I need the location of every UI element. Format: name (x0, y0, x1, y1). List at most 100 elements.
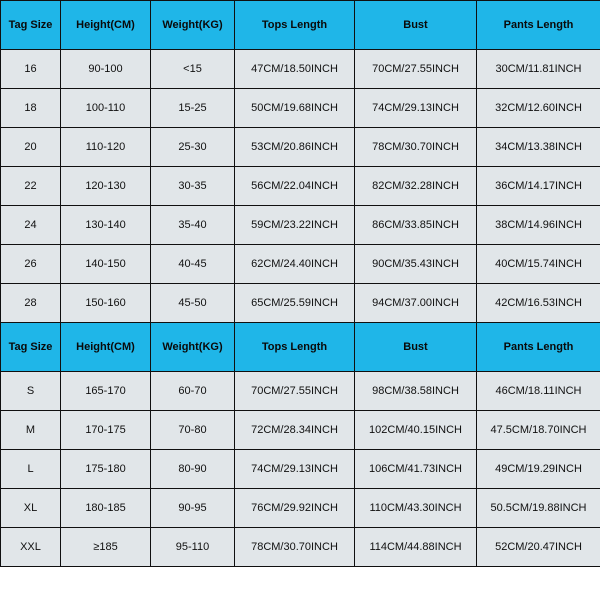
cell-height: 110-120 (61, 128, 151, 167)
cell-height: 165-170 (61, 372, 151, 411)
cell-height: 150-160 (61, 284, 151, 323)
col-weight: Weight(KG) (151, 323, 235, 372)
col-tag-size: Tag Size (1, 1, 61, 50)
cell-height: ≥185 (61, 528, 151, 567)
col-pants-length: Pants Length (477, 323, 600, 372)
col-tops-length: Tops Length (235, 1, 355, 50)
cell-tops: 50CM/19.68INCH (235, 89, 355, 128)
col-bust: Bust (355, 323, 477, 372)
table-row: XXL ≥185 95-110 78CM/30.70INCH 114CM/44.… (1, 528, 600, 567)
header-row: Tag Size Height(CM) Weight(KG) Tops Leng… (1, 323, 600, 372)
cell-tag: XXL (1, 528, 61, 567)
cell-tag: 18 (1, 89, 61, 128)
cell-weight: 95-110 (151, 528, 235, 567)
table-row: 24 130-140 35-40 59CM/23.22INCH 86CM/33.… (1, 206, 600, 245)
cell-bust: 102CM/40.15INCH (355, 411, 477, 450)
col-tops-length: Tops Length (235, 323, 355, 372)
cell-bust: 90CM/35.43INCH (355, 245, 477, 284)
cell-pants: 36CM/14.17INCH (477, 167, 600, 206)
cell-weight: 35-40 (151, 206, 235, 245)
table-row: 20 110-120 25-30 53CM/20.86INCH 78CM/30.… (1, 128, 600, 167)
cell-pants: 49CM/19.29INCH (477, 450, 600, 489)
cell-bust: 74CM/29.13INCH (355, 89, 477, 128)
cell-pants: 34CM/13.38INCH (477, 128, 600, 167)
cell-tag: 22 (1, 167, 61, 206)
cell-height: 180-185 (61, 489, 151, 528)
cell-pants: 30CM/11.81INCH (477, 50, 600, 89)
table-row: 16 90-100 <15 47CM/18.50INCH 70CM/27.55I… (1, 50, 600, 89)
cell-tag: 20 (1, 128, 61, 167)
cell-pants: 38CM/14.96INCH (477, 206, 600, 245)
cell-pants: 42CM/16.53INCH (477, 284, 600, 323)
cell-tag: M (1, 411, 61, 450)
cell-weight: 15-25 (151, 89, 235, 128)
cell-weight: 90-95 (151, 489, 235, 528)
cell-tops: 78CM/30.70INCH (235, 528, 355, 567)
cell-tag: S (1, 372, 61, 411)
cell-bust: 78CM/30.70INCH (355, 128, 477, 167)
cell-bust: 82CM/32.28INCH (355, 167, 477, 206)
cell-weight: 80-90 (151, 450, 235, 489)
col-bust: Bust (355, 1, 477, 50)
cell-tag: L (1, 450, 61, 489)
cell-weight: 45-50 (151, 284, 235, 323)
header-row: Tag Size Height(CM) Weight(KG) Tops Leng… (1, 1, 600, 50)
cell-tops: 59CM/23.22INCH (235, 206, 355, 245)
cell-bust: 70CM/27.55INCH (355, 50, 477, 89)
cell-tops: 56CM/22.04INCH (235, 167, 355, 206)
cell-height: 90-100 (61, 50, 151, 89)
cell-tops: 53CM/20.86INCH (235, 128, 355, 167)
cell-pants: 47.5CM/18.70INCH (477, 411, 600, 450)
cell-pants: 46CM/18.11INCH (477, 372, 600, 411)
cell-bust: 114CM/44.88INCH (355, 528, 477, 567)
cell-tops: 72CM/28.34INCH (235, 411, 355, 450)
cell-pants: 52CM/20.47INCH (477, 528, 600, 567)
cell-tag: 26 (1, 245, 61, 284)
cell-tag: 28 (1, 284, 61, 323)
col-tag-size: Tag Size (1, 323, 61, 372)
cell-height: 175-180 (61, 450, 151, 489)
cell-tops: 76CM/29.92INCH (235, 489, 355, 528)
cell-pants: 50.5CM/19.88INCH (477, 489, 600, 528)
cell-bust: 106CM/41.73INCH (355, 450, 477, 489)
cell-bust: 98CM/38.58INCH (355, 372, 477, 411)
cell-height: 140-150 (61, 245, 151, 284)
size-chart-body: Tag Size Height(CM) Weight(KG) Tops Leng… (1, 1, 600, 567)
cell-tops: 65CM/25.59INCH (235, 284, 355, 323)
cell-pants: 40CM/15.74INCH (477, 245, 600, 284)
cell-tops: 47CM/18.50INCH (235, 50, 355, 89)
table-row: XL 180-185 90-95 76CM/29.92INCH 110CM/43… (1, 489, 600, 528)
cell-height: 120-130 (61, 167, 151, 206)
table-row: S 165-170 60-70 70CM/27.55INCH 98CM/38.5… (1, 372, 600, 411)
table-row: 18 100-110 15-25 50CM/19.68INCH 74CM/29.… (1, 89, 600, 128)
cell-pants: 32CM/12.60INCH (477, 89, 600, 128)
cell-height: 170-175 (61, 411, 151, 450)
table-row: M 170-175 70-80 72CM/28.34INCH 102CM/40.… (1, 411, 600, 450)
cell-tag: 24 (1, 206, 61, 245)
cell-bust: 94CM/37.00INCH (355, 284, 477, 323)
col-height: Height(CM) (61, 323, 151, 372)
cell-weight: 60-70 (151, 372, 235, 411)
cell-tops: 70CM/27.55INCH (235, 372, 355, 411)
cell-weight: 30-35 (151, 167, 235, 206)
col-height: Height(CM) (61, 1, 151, 50)
cell-tops: 62CM/24.40INCH (235, 245, 355, 284)
cell-tag: 16 (1, 50, 61, 89)
cell-tag: XL (1, 489, 61, 528)
cell-weight: 40-45 (151, 245, 235, 284)
table-row: 26 140-150 40-45 62CM/24.40INCH 90CM/35.… (1, 245, 600, 284)
col-pants-length: Pants Length (477, 1, 600, 50)
size-chart-table: Tag Size Height(CM) Weight(KG) Tops Leng… (0, 0, 600, 567)
table-row: 22 120-130 30-35 56CM/22.04INCH 82CM/32.… (1, 167, 600, 206)
cell-height: 130-140 (61, 206, 151, 245)
cell-weight: 70-80 (151, 411, 235, 450)
cell-weight: <15 (151, 50, 235, 89)
cell-weight: 25-30 (151, 128, 235, 167)
cell-bust: 86CM/33.85INCH (355, 206, 477, 245)
table-row: L 175-180 80-90 74CM/29.13INCH 106CM/41.… (1, 450, 600, 489)
col-weight: Weight(KG) (151, 1, 235, 50)
cell-tops: 74CM/29.13INCH (235, 450, 355, 489)
cell-height: 100-110 (61, 89, 151, 128)
cell-bust: 110CM/43.30INCH (355, 489, 477, 528)
table-row: 28 150-160 45-50 65CM/25.59INCH 94CM/37.… (1, 284, 600, 323)
